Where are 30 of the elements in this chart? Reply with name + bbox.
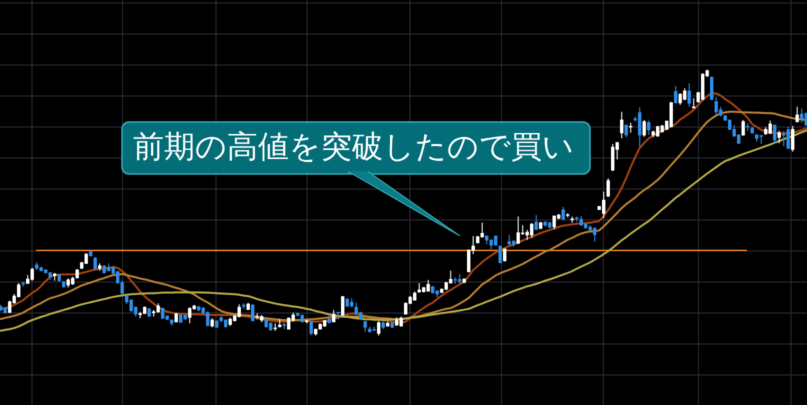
candlestick — [606, 178, 610, 198]
candlestick — [674, 85, 678, 104]
candlestick — [742, 120, 745, 136]
candlestick — [210, 318, 214, 328]
candlestick — [773, 124, 776, 144]
candlestick — [503, 248, 506, 262]
candlestick — [310, 320, 313, 336]
candlestick — [800, 108, 804, 124]
candlestick — [629, 122, 632, 134]
candlestick — [778, 130, 781, 144]
candlestick — [620, 111, 624, 139]
annotation: 前期の高値を突破したので買い — [133, 129, 574, 165]
candlestick — [710, 76, 714, 101]
candlestick — [624, 124, 628, 138]
candlestick — [498, 245, 502, 264]
candlestick — [562, 206, 565, 221]
candlestick — [796, 106, 799, 123]
candlestick — [642, 120, 646, 138]
candlestick — [647, 120, 650, 136]
candlestick — [251, 304, 254, 322]
candlestick — [534, 214, 538, 230]
candlestick — [364, 320, 367, 332]
candlestick — [174, 312, 178, 323]
candlestick — [76, 268, 79, 280]
candlestick — [688, 82, 691, 108]
candlestick — [791, 125, 794, 152]
candlestick — [341, 296, 344, 317]
candlestick — [377, 320, 380, 336]
candlestick — [332, 309, 336, 323]
candlestick — [94, 256, 97, 270]
